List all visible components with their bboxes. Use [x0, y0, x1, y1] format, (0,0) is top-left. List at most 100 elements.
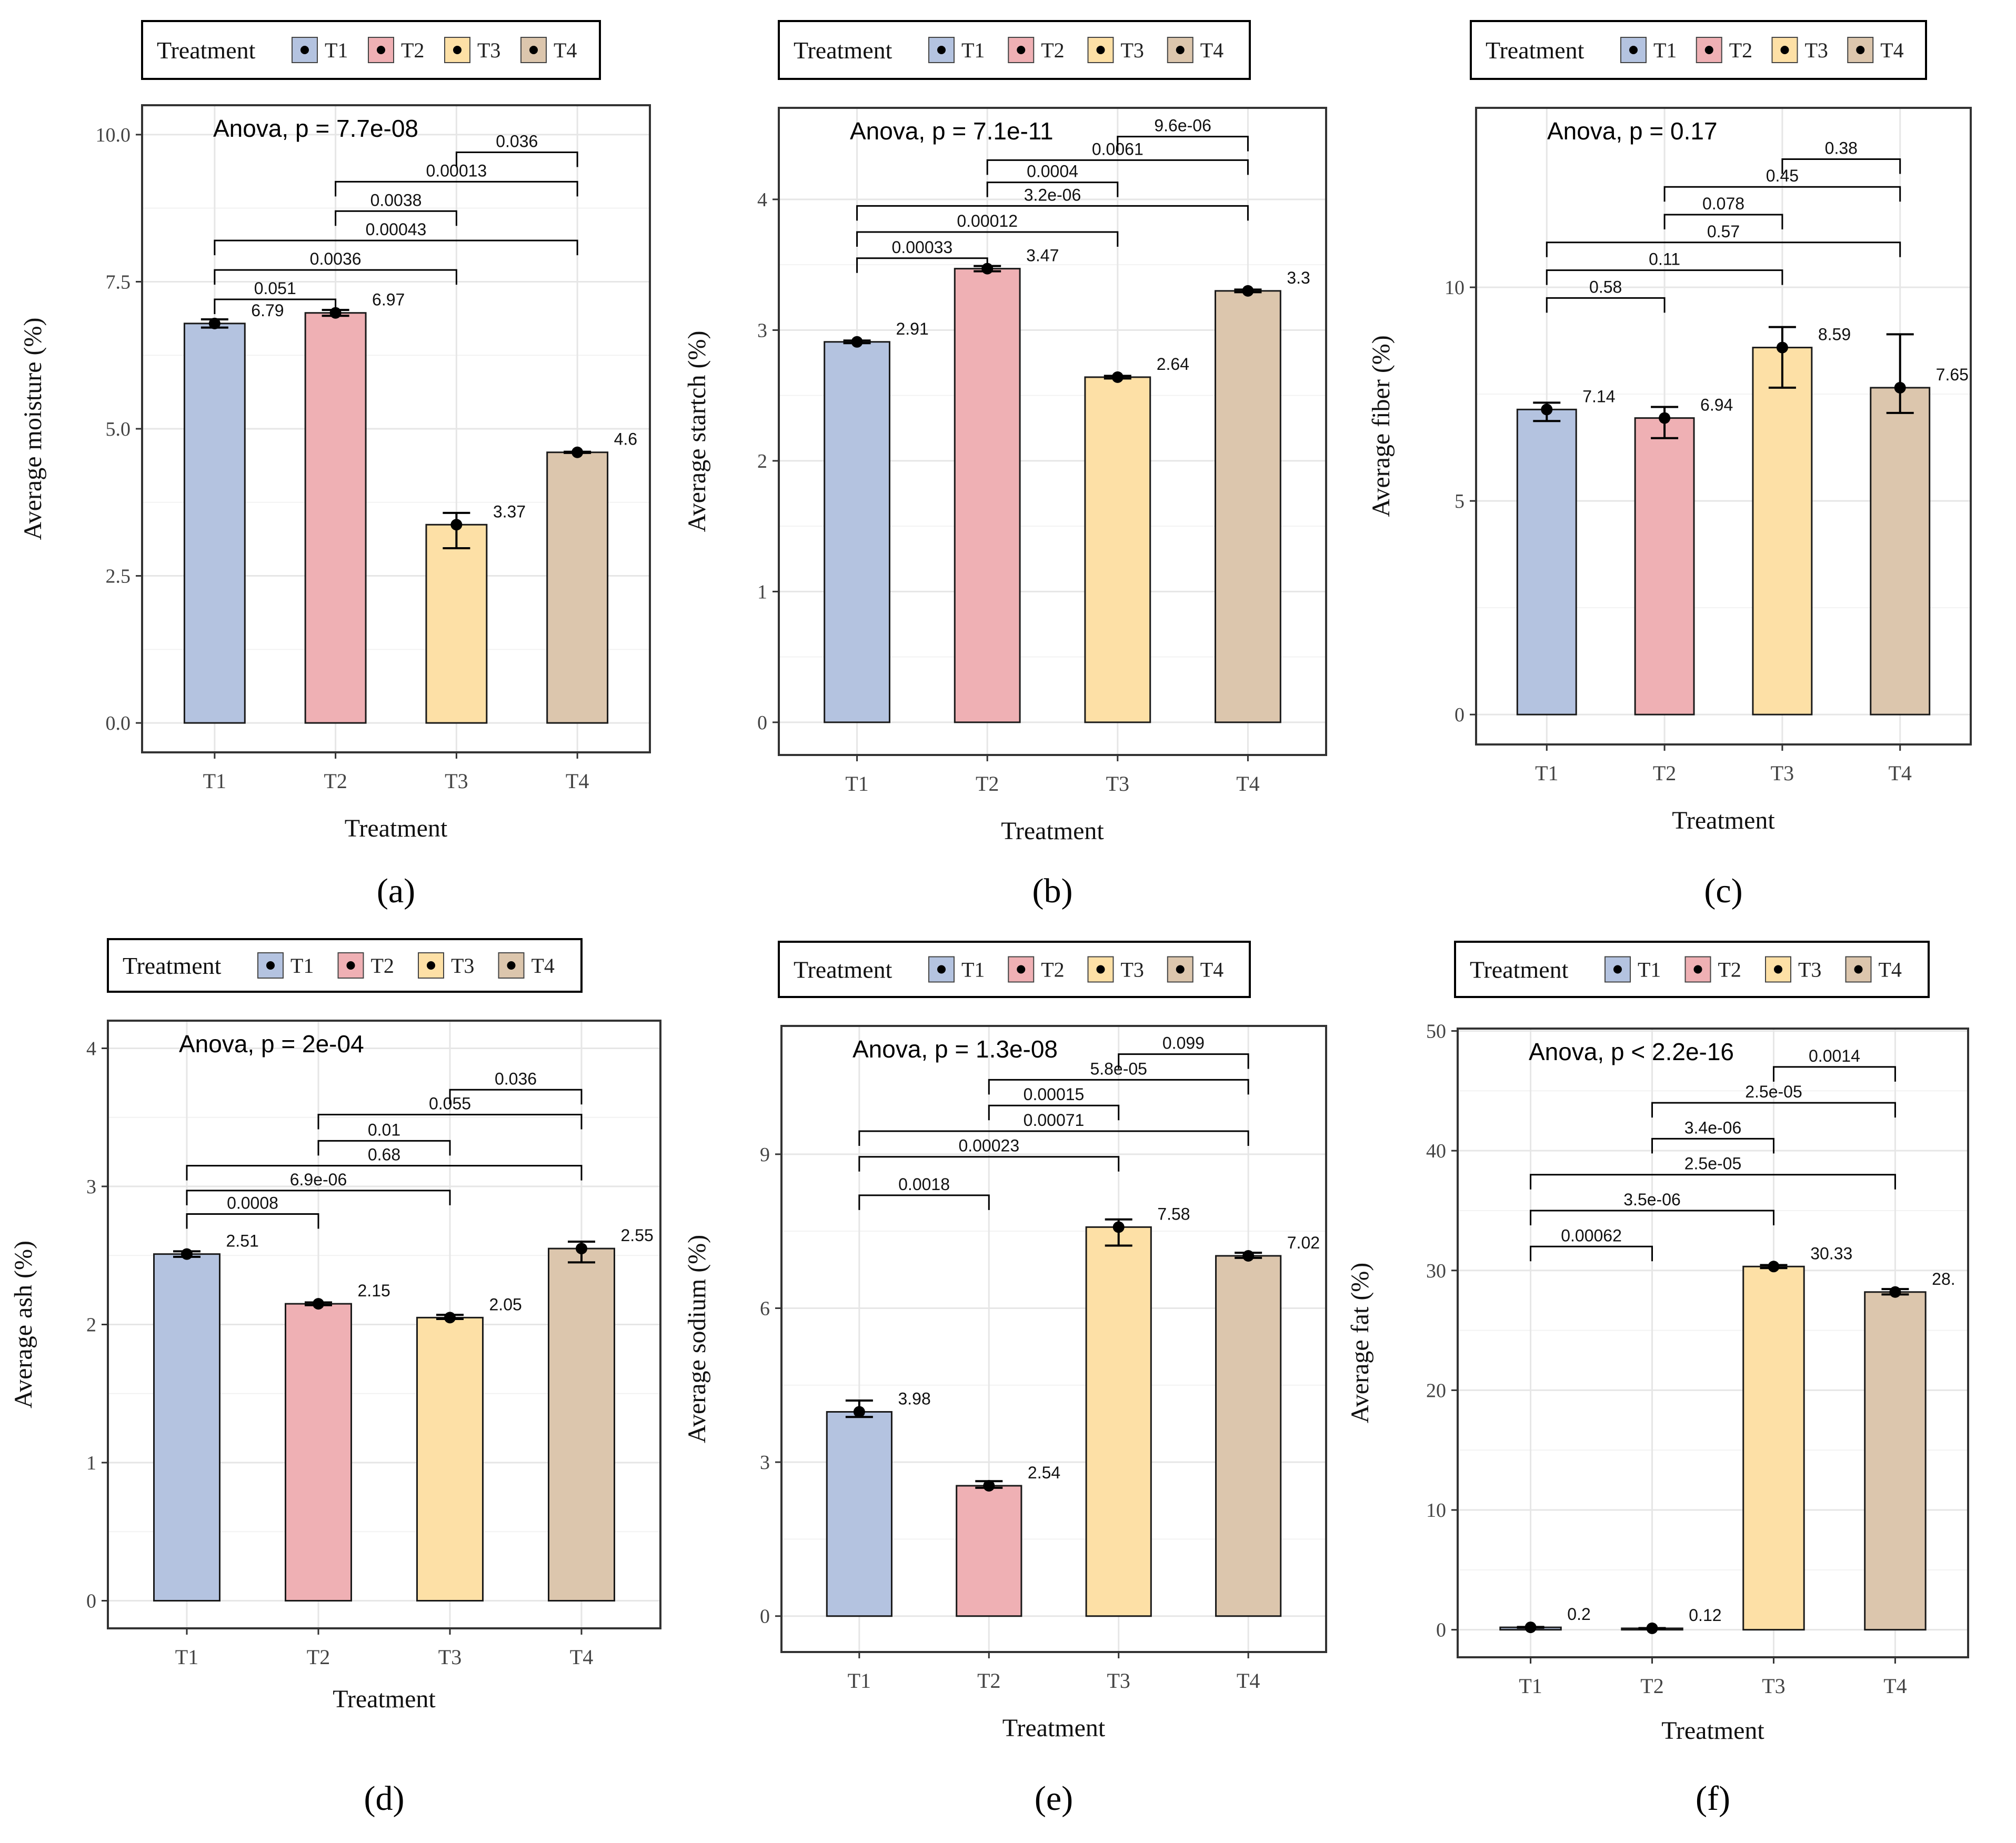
legend-label-T4: T4	[1200, 38, 1223, 62]
legend-dot-T4	[1176, 965, 1185, 974]
comparison-bracket-2	[214, 269, 457, 285]
legend-title: Treatment	[794, 37, 892, 64]
comparison-bracket-4	[335, 210, 457, 226]
x-tick-label-T3: T3	[1106, 772, 1129, 795]
bar-T4	[1215, 290, 1281, 723]
value-label-T3: 7.58	[1157, 1204, 1190, 1223]
comparison-bracket-2	[1530, 1210, 1774, 1225]
bar-T2	[1634, 417, 1695, 716]
x-tick-label-T1: T1	[848, 1669, 871, 1693]
bar-T4	[546, 451, 609, 724]
bar-T4	[1870, 387, 1931, 716]
legend-dot-T4	[1176, 46, 1185, 54]
y-tick-label: 5	[1455, 490, 1465, 512]
y-tick-label: 40	[1426, 1140, 1446, 1162]
value-label-T4: 2.55	[621, 1226, 654, 1245]
legend-label-T4: T4	[1879, 958, 1902, 982]
x-tick-label-T4: T4	[1888, 761, 1911, 785]
anova-label: Anova, p = 1.3e-08	[852, 1035, 1058, 1063]
value-label-T1: 6.79	[251, 301, 284, 320]
panel-label: (b)	[1032, 872, 1073, 910]
comparison-bracket-1	[1546, 297, 1666, 313]
legend-dot-T1	[300, 46, 309, 54]
x-tick-label-T1: T1	[1519, 1674, 1542, 1698]
comparison-bracket-3	[214, 239, 578, 256]
legend-dot-T4	[529, 46, 538, 54]
value-label-T2: 6.97	[372, 290, 405, 309]
mean-point-T4	[1894, 381, 1906, 394]
x-tick-label-T3: T3	[1107, 1669, 1130, 1693]
comparison-bracket-6	[1118, 1053, 1249, 1069]
legend-dot-T2	[1017, 965, 1026, 974]
legend-dot-T4	[1854, 965, 1863, 974]
mean-point-T1	[181, 1248, 193, 1260]
bar-T1	[826, 1411, 892, 1617]
mean-point-T4	[1242, 285, 1254, 297]
bar-T3	[1752, 347, 1813, 716]
comparison-bracket-2	[856, 231, 1119, 247]
legend-label-T1: T1	[1638, 958, 1661, 982]
legend-label-T2: T2	[1041, 38, 1064, 62]
legend-dot-T4	[507, 961, 516, 970]
comparison-label-3: 0.68	[368, 1145, 400, 1164]
comparison-bracket-1	[186, 1213, 319, 1229]
x-tick-label-T2: T2	[1640, 1674, 1663, 1698]
legend: Treatment T1 T2 T3 T4	[107, 938, 583, 993]
mean-point-T2	[1646, 1622, 1658, 1634]
panel-label: (a)	[377, 872, 415, 910]
legend-dot-T1	[1613, 965, 1622, 974]
legend: Treatment T1 T2 T3 T4	[141, 20, 601, 80]
legend-dot-T3	[1096, 965, 1105, 974]
comparison-bracket-4	[1651, 1137, 1774, 1154]
comparison-bracket-6	[1781, 158, 1901, 174]
bar-T2	[956, 1485, 1022, 1617]
x-tick-label-T2: T2	[324, 769, 347, 793]
legend-label-T3: T3	[1805, 38, 1828, 62]
chart-panel-5: Treatment T1 T2 T3 T4 3.98 2.54 7.58 7.02 0.0018 0…	[683, 941, 1327, 1818]
legend-dot-T2	[1693, 965, 1702, 974]
y-tick-label: 7.5	[106, 271, 131, 293]
plot-frame	[780, 1025, 1327, 1653]
comparison-bracket-1	[858, 1194, 990, 1210]
x-tick-label-T4: T4	[566, 769, 589, 793]
bar-T3	[1742, 1265, 1805, 1631]
value-label-T1: 2.51	[226, 1232, 259, 1251]
y-tick-label: 2	[757, 450, 767, 472]
legend-dot-T3	[427, 961, 435, 970]
comparison-bracket-2	[186, 1190, 451, 1205]
comparison-bracket-3	[1546, 241, 1901, 257]
legend-label-T1: T1	[961, 958, 985, 982]
comparison-bracket-1	[214, 298, 337, 314]
x-axis-title: Treatment	[1672, 807, 1775, 834]
x-tick-label-T3: T3	[438, 1645, 462, 1669]
comparison-label-4: 0.078	[1702, 194, 1744, 213]
legend-swatch-T3	[1765, 956, 1791, 983]
mean-point-T3	[450, 519, 463, 531]
bar-T3	[425, 523, 488, 724]
x-tick-label-T4: T4	[1883, 1674, 1907, 1698]
legend-dot-T2	[377, 46, 385, 54]
value-label-T4: 7.02	[1287, 1233, 1320, 1252]
legend-label-T3: T3	[451, 954, 474, 978]
mean-point-T4	[571, 446, 584, 458]
anova-label: Anova, p < 2.2e-16	[1529, 1038, 1734, 1065]
bar-T4	[1215, 1255, 1282, 1617]
legend: Treatment T1 T2 T3 T4	[778, 20, 1251, 80]
y-tick-label: 30	[1426, 1260, 1446, 1282]
y-tick-label: 0	[1455, 704, 1465, 726]
comparison-label-4: 0.00015	[1024, 1085, 1085, 1104]
legend: Treatment T1 T2 T3 T4	[1454, 941, 1930, 998]
x-tick-label-T3: T3	[1762, 1674, 1785, 1698]
comparison-label-1: 0.0018	[898, 1175, 950, 1194]
bar-T1	[824, 341, 890, 723]
y-tick-label: 3	[757, 319, 767, 341]
panel-label: (f)	[1696, 1779, 1730, 1818]
legend-dot-T1	[266, 961, 275, 970]
value-label-T3: 3.37	[493, 502, 526, 521]
y-axis-title: Average fat (%)	[1346, 1263, 1374, 1424]
legend-label-T2: T2	[1041, 958, 1064, 982]
x-tick-label-T3: T3	[1771, 761, 1794, 785]
comparison-bracket-4	[988, 1104, 1120, 1121]
